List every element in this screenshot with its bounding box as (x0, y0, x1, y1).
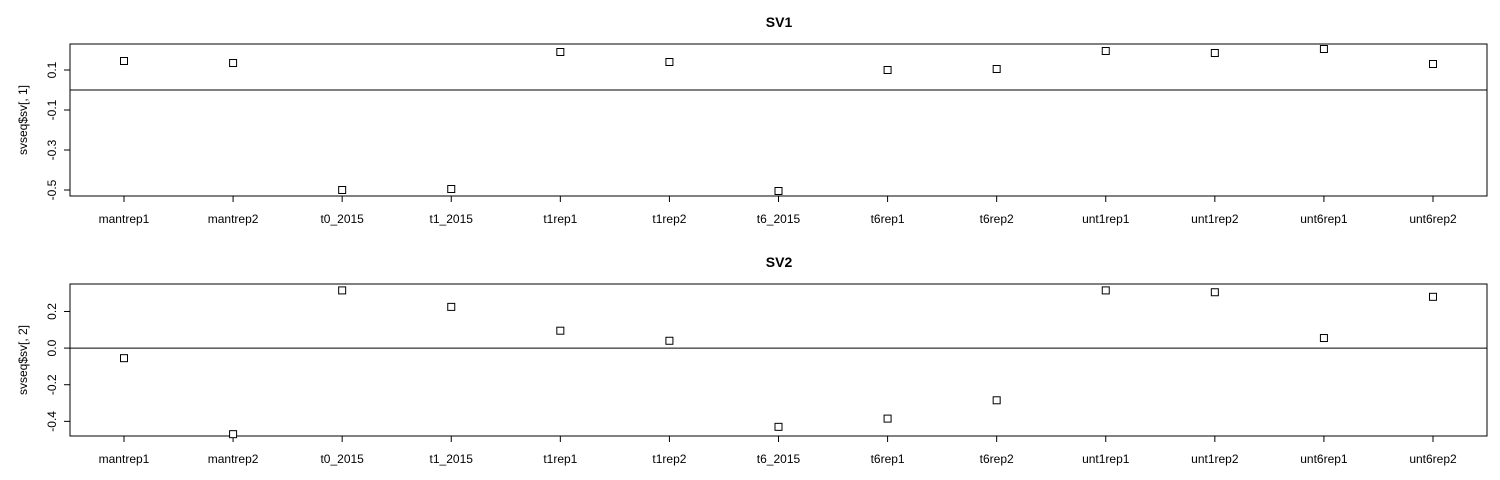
sv1-x-tick-label: unt1rep1 (1082, 212, 1130, 226)
sv1-point-t6rep1 (883, 66, 892, 74)
sv2-point-unt6rep1 (1319, 334, 1328, 343)
sv2-y-tick-label: -0.4 (45, 411, 59, 432)
sv1-point-t1rep2 (665, 58, 674, 66)
sv2-point-t1rep1 (556, 326, 565, 335)
sv1-y-tick-label: -0.1 (45, 99, 59, 120)
sv2-x-tick-label: t6rep2 (980, 452, 1014, 466)
sv1-x-tick-label: mantrep1 (99, 212, 150, 226)
sv1-x-tick-label: t6rep2 (980, 212, 1014, 226)
sv1-x-tick-label: t6rep1 (871, 212, 905, 226)
sv2-x-tick-label: t1_2015 (430, 452, 474, 466)
sv1-y-tick-label: -0.3 (45, 139, 59, 160)
sv2-x-tick-label: t6_2015 (757, 452, 801, 466)
sv2-panel: SV2 svseq$sv[, 2] -0.4 -0.2 0.0 0.2 mantrep1… (16, 254, 1488, 466)
sv2-y-axis-label: svseq$sv[, 2] (16, 325, 30, 395)
sv2-y-tick-label: 0.2 (45, 303, 59, 320)
sv1-y-tick-label: 0.1 (45, 61, 59, 78)
sv2-point-t6rep2 (992, 396, 1001, 405)
sv2-x-tick-label: unt1rep1 (1082, 452, 1130, 466)
sv2-point-t0_2015 (338, 286, 347, 295)
sv1-point-unt1rep1 (1101, 47, 1110, 55)
sv1-x-tick-label: t1rep1 (543, 212, 577, 226)
sv2-point-unt6rep2 (1429, 292, 1437, 301)
sv1-point-mantrep2 (229, 59, 238, 67)
sv2-y-tick-label: 0.0 (45, 339, 59, 356)
sv2-y-tick-label: -0.2 (45, 374, 59, 395)
sv1-point-t0_2015 (338, 186, 347, 194)
sv2-x-tick-label: t0_2015 (320, 452, 364, 466)
sv1-x-tick-label: t1rep2 (652, 212, 686, 226)
sv2-x-tick-label: t1rep2 (652, 452, 686, 466)
sv2-x-tick-label: unt1rep2 (1191, 452, 1239, 466)
sv2-x-tick-label: t1rep1 (543, 452, 577, 466)
sv1-x-tick-label: t6_2015 (757, 212, 801, 226)
sv1-point-t1_2015 (447, 185, 456, 193)
sv1-x-tick-label: t1_2015 (430, 212, 474, 226)
sv1-plot-frame (69, 43, 1488, 197)
sv1-point-t1rep1 (556, 48, 565, 56)
sv1-point-unt6rep1 (1319, 45, 1328, 53)
sv2-point-mantrep1 (120, 354, 128, 363)
sv2-point-t6_2015 (774, 422, 783, 431)
sv2-x-tick-label: mantrep2 (208, 452, 259, 466)
sv2-point-t6rep1 (883, 414, 892, 423)
sv1-x-tick-label: unt1rep2 (1191, 212, 1239, 226)
sv2-point-mantrep2 (229, 430, 238, 439)
sv1-y-tick-label: -0.5 (45, 179, 59, 200)
sv2-x-tick-label: unt6rep1 (1300, 452, 1348, 466)
sv2-point-t1rep2 (665, 336, 674, 345)
sv2-x-tick-label: t6rep1 (871, 452, 905, 466)
sv1-y-axis-label: svseq$sv[, 1] (16, 85, 30, 155)
sv1-point-t6rep2 (992, 65, 1001, 73)
sv1-x-tick-label: unt6rep1 (1300, 212, 1348, 226)
sv1-x-tick-label: t0_2015 (320, 212, 364, 226)
sv2-plot-frame (69, 283, 1488, 437)
sv2-point-unt1rep2 (1210, 288, 1219, 297)
sv2-x-tick-label: mantrep1 (99, 452, 150, 466)
sv2-title: SV2 (766, 254, 793, 270)
sv2-x-tick-label: unt6rep2 (1409, 452, 1457, 466)
sv1-point-unt6rep2 (1429, 60, 1437, 68)
sv1-title: SV1 (766, 14, 793, 30)
sv1-x-tick-label: mantrep2 (208, 212, 259, 226)
sv1-x-tick-label: unt6rep2 (1409, 212, 1457, 226)
sv1-panel: SV1 svseq$sv[, 1] -0.5 -0.3 -0.1 0.1 mantrep… (16, 14, 1488, 226)
sv1-point-t6_2015 (774, 187, 783, 195)
sv2-point-unt1rep1 (1101, 286, 1110, 295)
sv2-point-t1_2015 (447, 302, 456, 311)
sv1-point-unt1rep2 (1210, 49, 1219, 57)
sv1-point-mantrep1 (120, 57, 128, 65)
